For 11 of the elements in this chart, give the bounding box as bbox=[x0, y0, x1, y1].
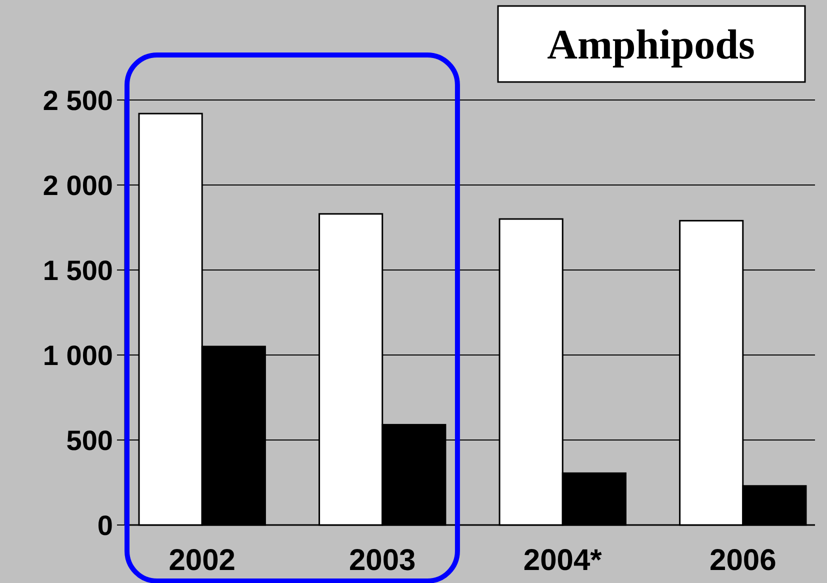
y-tick-label: 1 500 bbox=[42, 254, 113, 286]
x-tick-label: 2002 bbox=[168, 544, 236, 577]
chart-title: Amphipods bbox=[547, 22, 755, 69]
y-tick-label: 0 bbox=[97, 510, 113, 541]
x-tick-label: 2004* bbox=[523, 544, 602, 577]
y-tick-label: 500 bbox=[66, 424, 113, 456]
y-tick-label: 2 000 bbox=[42, 170, 113, 201]
y-tick-label: 1 000 bbox=[42, 340, 113, 371]
x-tick-label: 2003 bbox=[348, 544, 416, 577]
x-tick-label: 2006 bbox=[710, 544, 776, 577]
y-tick-label: 2 500 bbox=[42, 84, 113, 116]
